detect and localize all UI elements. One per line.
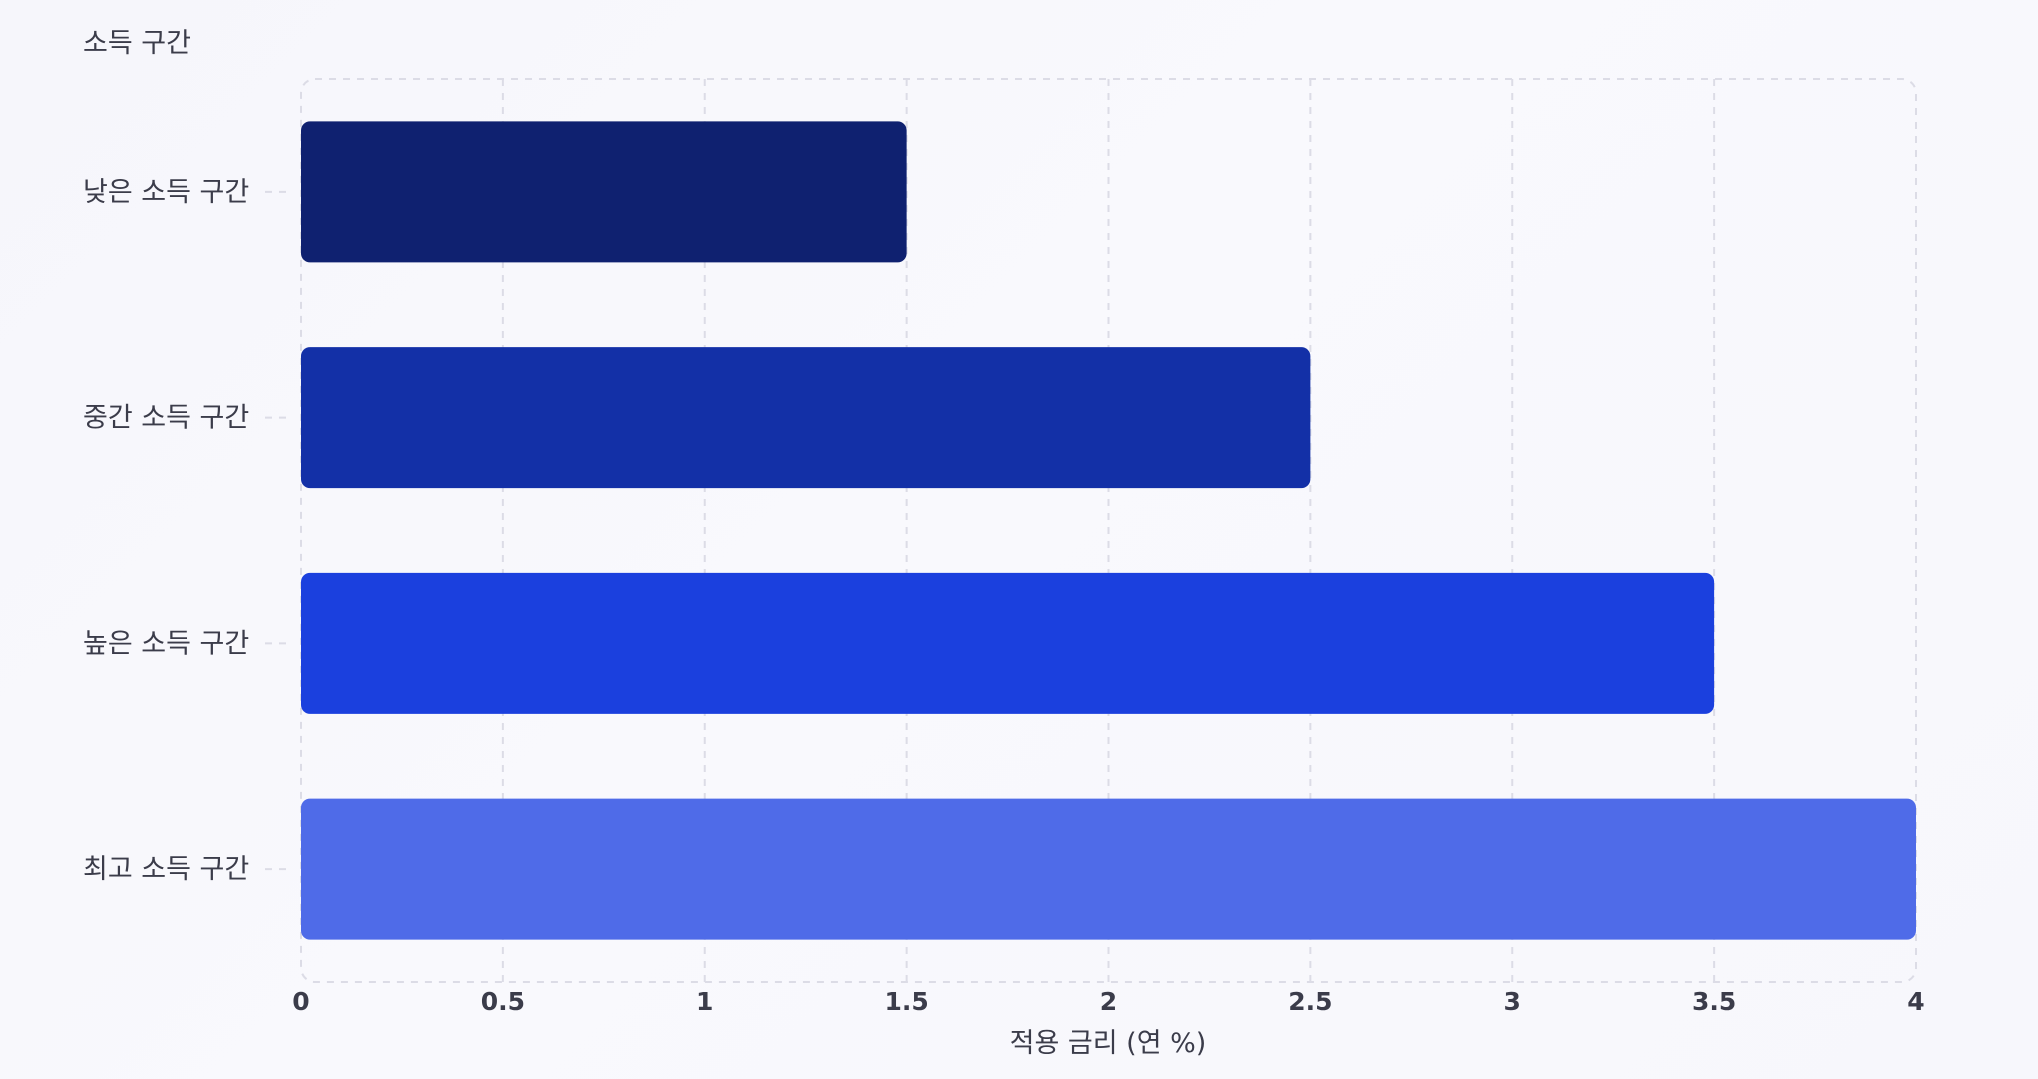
x-tick-label-2: 1 <box>696 987 713 1016</box>
category-label-4: 최고 소득 구간 <box>83 854 249 885</box>
x-tick-label-3: 1.5 <box>884 987 928 1016</box>
bar-1[interactable] <box>301 121 907 263</box>
grid-lines <box>501 79 1716 982</box>
x-axis-labels: 0 0.5 1 1.5 2 2.5 3 3.5 4 <box>292 987 1924 1016</box>
plot-border <box>300 78 1917 983</box>
plot-frame <box>300 78 1917 983</box>
x-axis-title: 적용 금리 (연 %) <box>1010 1028 1207 1059</box>
bar-4[interactable] <box>301 798 1916 940</box>
x-tick-label-6: 3 <box>1504 987 1521 1016</box>
category-label-3: 높은 소득 구간 <box>83 628 249 659</box>
x-tick-label-8: 4 <box>1907 987 1924 1016</box>
y-axis-title: 소득 구간 <box>83 28 191 59</box>
x-tick-label-1: 0.5 <box>481 987 525 1016</box>
x-tick-label-7: 3.5 <box>1692 987 1736 1016</box>
category-label-2: 중간 소득 구간 <box>83 403 249 434</box>
x-tick-label-0: 0 <box>292 987 309 1016</box>
bars <box>301 121 1916 940</box>
bar-3[interactable] <box>301 572 1715 714</box>
bar-2[interactable] <box>301 347 1311 489</box>
x-tick-label-5: 2.5 <box>1288 987 1332 1016</box>
x-tick-label-4: 2 <box>1100 987 1117 1016</box>
category-label-1: 낮은 소득 구간 <box>83 177 249 208</box>
